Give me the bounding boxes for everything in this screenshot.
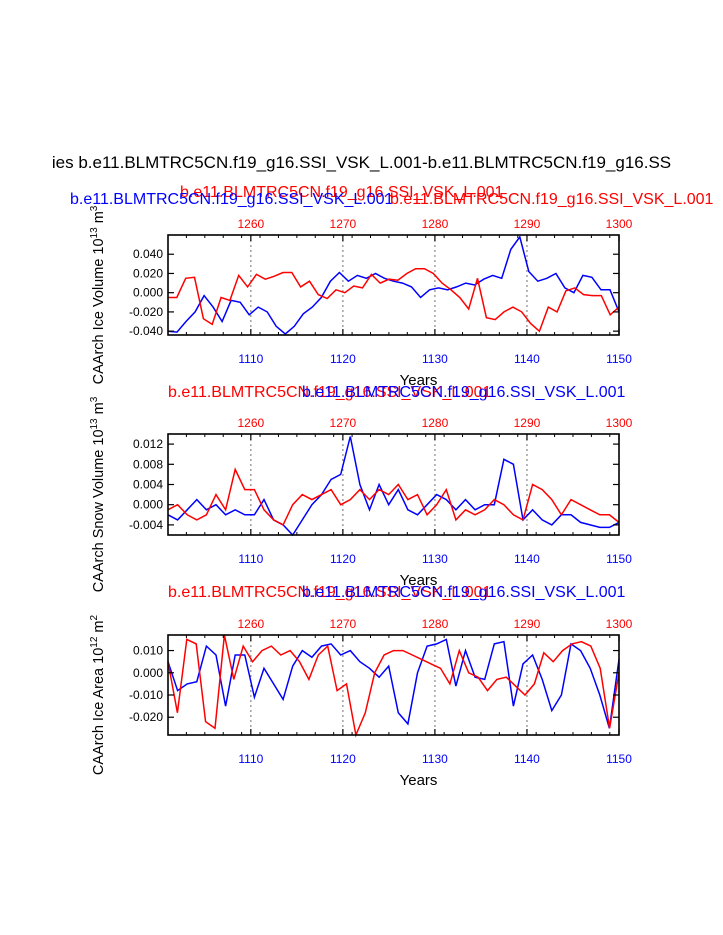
figure-supertitle: ies b.e11.BLMTRC5CN.f19_g16.SSI_VSK_L.00… (51, 153, 672, 172)
x-tick-label: 1120 (330, 552, 356, 566)
x2-tick-label: 1280 (422, 217, 449, 231)
x-axis-label: Years (400, 772, 438, 789)
x-tick-label: 1110 (238, 752, 263, 766)
x-tick-label: 1120 (330, 752, 356, 766)
y-tick-label: 0.008 (133, 457, 163, 471)
x2-tick-label: 1260 (237, 416, 264, 430)
x-tick-label: 1120 (330, 352, 356, 366)
x2-tick-label: 1260 (237, 617, 264, 631)
x-tick-label: 1130 (422, 752, 448, 766)
plot-frame (167, 634, 620, 736)
x-tick-label: 1150 (606, 352, 632, 366)
plot-frame (167, 433, 620, 536)
x2-tick-label: 1300 (606, 617, 633, 631)
y-tick-label: -0.040 (129, 324, 163, 338)
y-tick-label: -0.020 (129, 305, 163, 319)
y-tick-label: 0.000 (133, 666, 163, 680)
x-tick-label: 1130 (422, 552, 448, 566)
panel-snow-volume: -0.004 0.000 0.004 0.008 0.012 1110 1120 1130 11… (89, 384, 633, 592)
x-axis-label: Years (400, 572, 438, 589)
title-red: b.e11.BLMTRC5CN.f19_g16.SSI_VSK_L.001 (168, 584, 492, 601)
x2-tick-label: 1290 (514, 416, 541, 430)
y-tick-label: 0.012 (133, 437, 163, 451)
x-tick-label: 1140 (514, 752, 540, 766)
series-line-blue (167, 235, 620, 335)
plot-frame (167, 234, 620, 336)
panel-ice-area: -0.020 -0.010 0.000 0.010 1110 1120 1130 1140 11… (89, 584, 633, 789)
y-tick-label: -0.020 (129, 710, 163, 724)
y-axis-label: CAArch Snow Volume 1013 m3 (89, 396, 107, 592)
x-axis-label: Years (400, 372, 438, 389)
panel-ice-volume: -0.040 -0.020 0.000 0.020 0.040 1110 1120 1130 1… (70, 184, 714, 389)
title-red: b.e11.BLMTRC5CN.f19_g16.SSI_VSK_L.001 (180, 184, 504, 201)
y-tick-label: 0.000 (133, 286, 163, 300)
x2-tick-label: 1270 (330, 217, 357, 231)
y-tick-label: 0.004 (133, 478, 163, 492)
x-tick-label: 1110 (238, 552, 263, 566)
y-tick-label: 0.000 (133, 498, 163, 512)
y-tick-label: 0.010 (133, 644, 163, 658)
x2-tick-label: 1290 (514, 217, 541, 231)
x2-tick-label: 1270 (330, 416, 357, 430)
x2-tick-label: 1300 (606, 416, 633, 430)
title-blue: b.e11.BLMTRC5CN.f19_g16.SSI_VSK_L.001 (70, 191, 394, 208)
y-tick-label: -0.004 (129, 518, 163, 532)
series-line-blue (167, 436, 620, 537)
title-blue: b.e11.BLMTRC5CN.f19_g16.SSI_VSK_L.001 (302, 584, 626, 601)
x2-tick-label: 1280 (422, 416, 449, 430)
x-tick-label: 1150 (606, 752, 632, 766)
series-line-red (167, 634, 620, 738)
x2-tick-label: 1280 (422, 617, 449, 631)
y-axis-label: CAArch Ice Area 1012 m2 (89, 614, 107, 775)
x-tick-label: 1130 (422, 352, 448, 366)
series-line-red (167, 467, 620, 526)
x2-tick-label: 1290 (514, 617, 541, 631)
series-line-red (168, 267, 620, 333)
x2-tick-label: 1260 (237, 217, 264, 231)
x2-tick-label: 1300 (606, 217, 633, 231)
title-blue: b.e11.BLMTRC5CN.f19_g16.SSI_VSK_L.001 (302, 384, 626, 401)
title-red: b.e11.BLMTRC5CN.f19_g16.SSI_VSK_L.001 (168, 384, 492, 401)
x-tick-label: 1140 (514, 352, 540, 366)
y-axis-label: CAArch Ice Volume 1013 m3 (89, 205, 107, 384)
y-tick-label: -0.010 (129, 688, 163, 702)
x-tick-label: 1110 (238, 352, 263, 366)
series-line-blue (167, 638, 620, 729)
x2-tick-label: 1270 (330, 617, 357, 631)
y-tick-label: 0.020 (133, 266, 163, 280)
title-overlap: b.e11.BLMTRC5CN.f19_g16.SSI_VSK_L.001 (390, 191, 714, 208)
x-tick-label: 1150 (606, 552, 632, 566)
x-tick-label: 1140 (514, 552, 540, 566)
y-tick-label: 0.040 (133, 247, 163, 261)
